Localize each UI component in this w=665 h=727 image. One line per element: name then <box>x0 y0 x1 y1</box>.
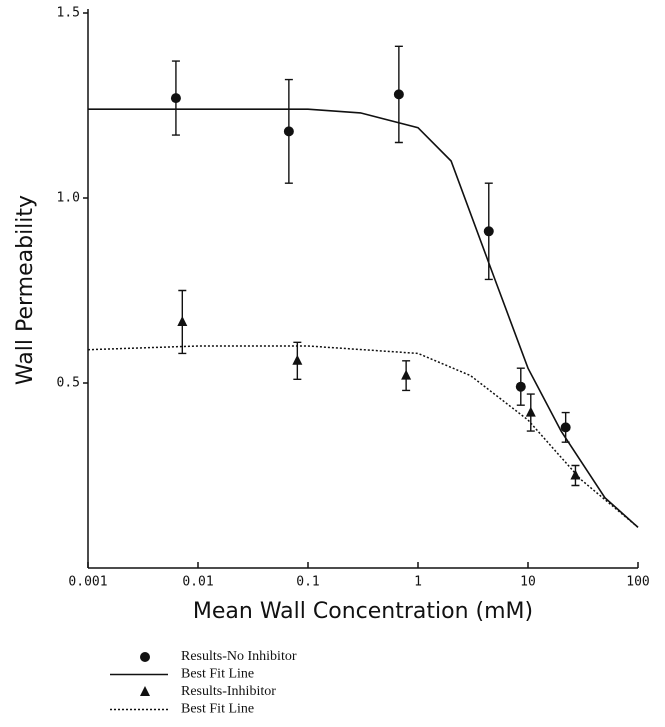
fit-line <box>87 345 639 528</box>
data-point <box>525 406 536 417</box>
y-tick-label: 1.0 <box>57 191 80 206</box>
legend-swatch <box>140 686 150 696</box>
legend-swatch <box>140 652 150 662</box>
data-point <box>292 354 303 365</box>
fit-line <box>88 108 639 528</box>
x-tick-label: 0.001 <box>68 575 107 590</box>
legend-label: Results-No Inhibitor <box>181 649 297 664</box>
data-point <box>483 226 494 237</box>
legend-label: Best Fit Line <box>181 667 254 682</box>
x-tick-label: 100 <box>626 575 649 590</box>
data-point <box>515 381 526 392</box>
data-point <box>177 315 188 326</box>
x-axis-label: Mean Wall Concentration (mM) <box>193 599 533 624</box>
x-tick-label: 0.01 <box>182 575 213 590</box>
legend-label: Best Fit Line <box>181 702 254 717</box>
data-point <box>283 126 294 137</box>
data-point <box>560 422 571 433</box>
y-tick-label: 0.5 <box>57 376 80 391</box>
data-point <box>401 369 412 380</box>
x-tick-label: 1 <box>414 575 422 590</box>
y-tick-label: 1.5 <box>57 6 80 21</box>
legend-label: Results-Inhibitor <box>181 684 276 699</box>
data-point <box>393 89 404 100</box>
x-tick-label: 0.1 <box>296 575 319 590</box>
x-tick-label: 10 <box>520 575 536 590</box>
data-point <box>170 93 181 104</box>
y-axis-label: Wall Permeability <box>13 195 38 385</box>
